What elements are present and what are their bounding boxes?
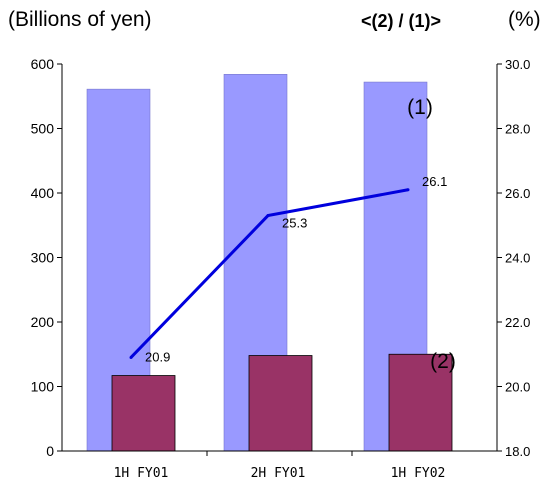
- left-tick-label: 600: [31, 56, 55, 72]
- category-label: 1H FY02: [391, 466, 446, 481]
- ratio-title: <(2) / (1)>: [361, 11, 442, 31]
- ratio-point: [266, 214, 270, 218]
- series1-bar-label: (1): [407, 96, 433, 119]
- bar-series2-2H-FY01: [248, 355, 313, 452]
- right-tick-label: 30.0: [505, 57, 530, 72]
- bar-series2-1H-FY01: [111, 375, 176, 452]
- right-tick-label: 28.0: [505, 122, 530, 137]
- left-tick-label: 0: [46, 443, 54, 459]
- ratio-point: [406, 188, 410, 192]
- series2-bar-label: (2): [430, 350, 456, 373]
- right-axis-unit-label: (%): [508, 8, 541, 31]
- left-tick-label: 400: [31, 185, 55, 201]
- bar-series2-1H-FY02: [388, 353, 453, 452]
- left-tick-label: 100: [31, 379, 55, 395]
- ratio-point: [129, 355, 133, 359]
- left-tick-label: 200: [31, 314, 55, 330]
- ratio-data-label: 26.1: [422, 174, 447, 189]
- ratio-data-label: 20.9: [145, 349, 170, 364]
- left-axis-unit-label: (Billions of yen): [8, 8, 152, 31]
- left-tick-label: 500: [31, 121, 55, 137]
- right-tick-label: 26.0: [505, 186, 530, 201]
- ratio-data-label: 25.3: [282, 216, 307, 231]
- right-tick-label: 24.0: [505, 251, 530, 266]
- category-label: 2H FY01: [251, 466, 306, 481]
- right-tick-label: 20.0: [505, 380, 530, 395]
- category-label: 1H FY01: [114, 466, 169, 481]
- left-tick-label: 300: [31, 250, 55, 266]
- right-tick-label: 18.0: [505, 444, 530, 459]
- right-tick-label: 22.0: [505, 315, 530, 330]
